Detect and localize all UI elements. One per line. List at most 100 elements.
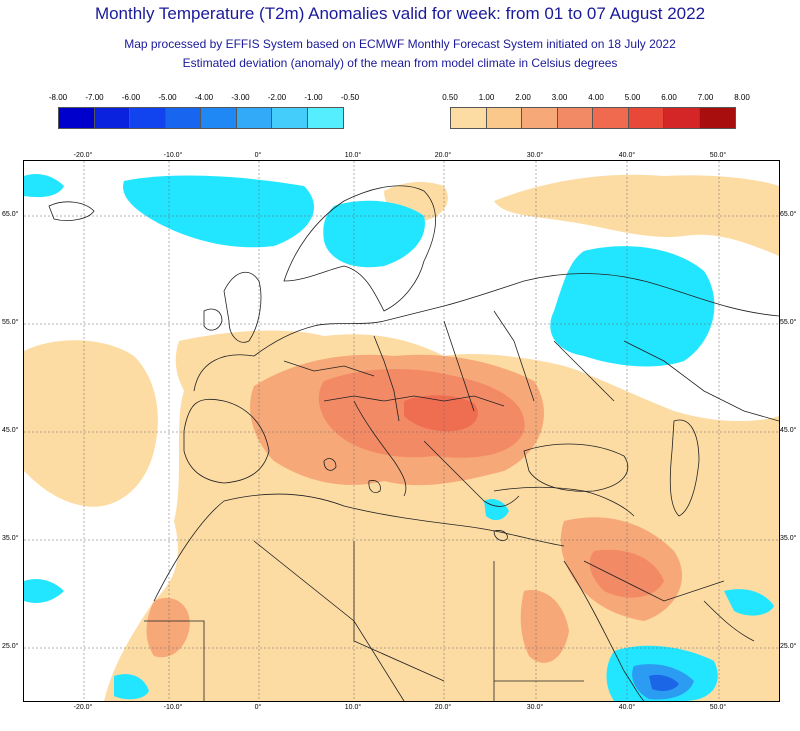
anomaly-map-svg (24, 161, 779, 701)
anomaly-area-gulf (724, 589, 774, 616)
legend_cold-label: -7.00 (85, 93, 104, 102)
lat-label-right: 45.0° (780, 427, 797, 434)
anomaly-area-atlantic (24, 340, 158, 507)
anomaly-area-sahara-south (114, 674, 149, 700)
coast-red-sea (563, 560, 645, 701)
lat-label-right: 35.0° (780, 535, 797, 542)
border-europe-5 (323, 395, 505, 407)
anomaly-area-west-atlantic (24, 174, 64, 198)
coast-italy (353, 400, 407, 497)
coast-caspian (669, 419, 700, 517)
lat-label-left: 25.0° (2, 643, 19, 650)
legend_warm-swatch (628, 108, 664, 128)
coast-europe-main (193, 273, 779, 392)
lat-label-left: 45.0° (2, 427, 19, 434)
lat-label-left: 65.0° (2, 211, 19, 218)
legend_cold-label: -0.50 (340, 93, 360, 102)
lon-label-top: -10.0° (163, 152, 183, 159)
anomaly-area-southwest (24, 579, 64, 603)
lat-label-right: 55.0° (780, 319, 797, 326)
lon-label-bottom: 40.0° (618, 704, 636, 711)
lat-label-right: 25.0° (780, 643, 797, 650)
anomaly-layer-hotter (404, 395, 478, 432)
legend_warm-label: 3.00 (551, 93, 568, 102)
lon-label-bottom: 0° (254, 704, 262, 711)
legend_cold-swatch (236, 108, 272, 128)
lon-label-top: 30.0° (526, 152, 544, 159)
anomaly-area-northeast (494, 174, 779, 256)
legend_warm-label: 0.50 (442, 93, 458, 102)
border-europe-6 (553, 340, 615, 402)
lon-label-top: -20.0° (73, 152, 93, 159)
lat-label-left: 55.0° (2, 319, 19, 326)
lon-label-top: 20.0° (434, 152, 452, 159)
legend_cold-label: -5.00 (158, 93, 177, 102)
map-subtitle-processing: Map processed by EFFIS System based on E… (124, 37, 676, 51)
border-europe-7 (623, 340, 779, 422)
lon-label-bottom: 30.0° (526, 704, 544, 711)
anomaly-map (23, 160, 780, 702)
anomaly-area-egypt (520, 590, 569, 663)
legend_cold-label: -8.00 (48, 93, 68, 102)
lon-label-bottom: 50.0° (709, 704, 727, 711)
border-sahara-1 (144, 620, 205, 701)
border-europe-2 (373, 335, 400, 422)
legend_warm-swatch (699, 108, 735, 128)
legend_cold-label: -2.00 (267, 93, 287, 102)
lon-label-bottom: 20.0° (434, 704, 452, 711)
border-europe-3 (443, 320, 475, 412)
coast-north-africa (153, 493, 565, 602)
lon-label-bottom: -10.0° (163, 704, 183, 711)
legend_cold-swatch (94, 108, 130, 128)
legend_cold-swatch (59, 108, 95, 128)
legend_warm-label: 7.00 (697, 93, 714, 102)
border-europe-4 (493, 310, 535, 402)
border-arabia (583, 560, 725, 602)
legend_warm-label: 2.00 (515, 93, 531, 102)
coast-black-sea (523, 443, 629, 492)
legend-cold: -8.00 -7.00 -6.00 -5.00 -4.00 -3.00 -2.00 -1.00… (49, 93, 359, 129)
legend_warm-swatch (486, 108, 522, 128)
legend_cold-label: -4.00 (194, 93, 214, 102)
coast-ireland (203, 308, 223, 331)
legend-warm: 0.50 1.00 2.00 3.00 4.00 5.00 6.00 7.00 8.00 (442, 93, 750, 129)
lon-label-top: 50.0° (709, 152, 727, 159)
coast-persian-gulf (703, 600, 755, 642)
coastlines (48, 185, 779, 701)
anomaly-area-arabia-peak (649, 674, 679, 692)
border-sahara-3 (353, 541, 445, 682)
legend_cold-label: -1.00 (304, 93, 323, 102)
legend_warm-swatch (557, 108, 593, 128)
map-subtitle-description: Estimated deviation (anomaly) of the mea… (182, 56, 618, 70)
graticule (24, 161, 779, 701)
lon-label-top: 40.0° (618, 152, 636, 159)
coast-british-isles (223, 271, 262, 343)
lon-label-top: 0° (254, 152, 262, 159)
lat-label-left: 35.0° (2, 535, 19, 542)
lon-label-top: 10.0° (344, 152, 362, 159)
anomaly-layer-cold (24, 174, 774, 701)
legend-warm-swatches (450, 107, 736, 129)
anomaly-area-north-sea (123, 175, 315, 248)
legend_cold-label: -3.00 (231, 93, 250, 102)
legend_warm-label: 8.00 (734, 93, 750, 102)
lon-label-bottom: -20.0° (73, 704, 93, 711)
legend_cold-swatch (307, 108, 343, 128)
anomaly-area-russia (550, 246, 715, 367)
anomaly-area-western-sahara (146, 597, 190, 658)
legend_cold-swatch (201, 108, 237, 128)
anomaly-area-hungary (404, 395, 478, 432)
legend_warm-label: 1.00 (478, 93, 495, 102)
legend_cold-swatch (165, 108, 201, 128)
legend_warm-swatch (522, 108, 558, 128)
anomaly-area-scandinavia (323, 200, 425, 268)
legend_warm-swatch (664, 108, 700, 128)
legend-cold-swatches (58, 107, 344, 129)
coast-mediterranean-islands (323, 458, 508, 541)
legend_warm-label: 5.00 (624, 93, 641, 102)
coast-turkey (493, 486, 635, 517)
anomaly-layer-coldest (649, 674, 679, 692)
legend_cold-swatch (272, 108, 308, 128)
legend-cold-labels: -8.00 -7.00 -6.00 -5.00 -4.00 -3.00 -2.00 -1.00… (49, 93, 359, 105)
legend_cold-swatch (130, 108, 166, 128)
